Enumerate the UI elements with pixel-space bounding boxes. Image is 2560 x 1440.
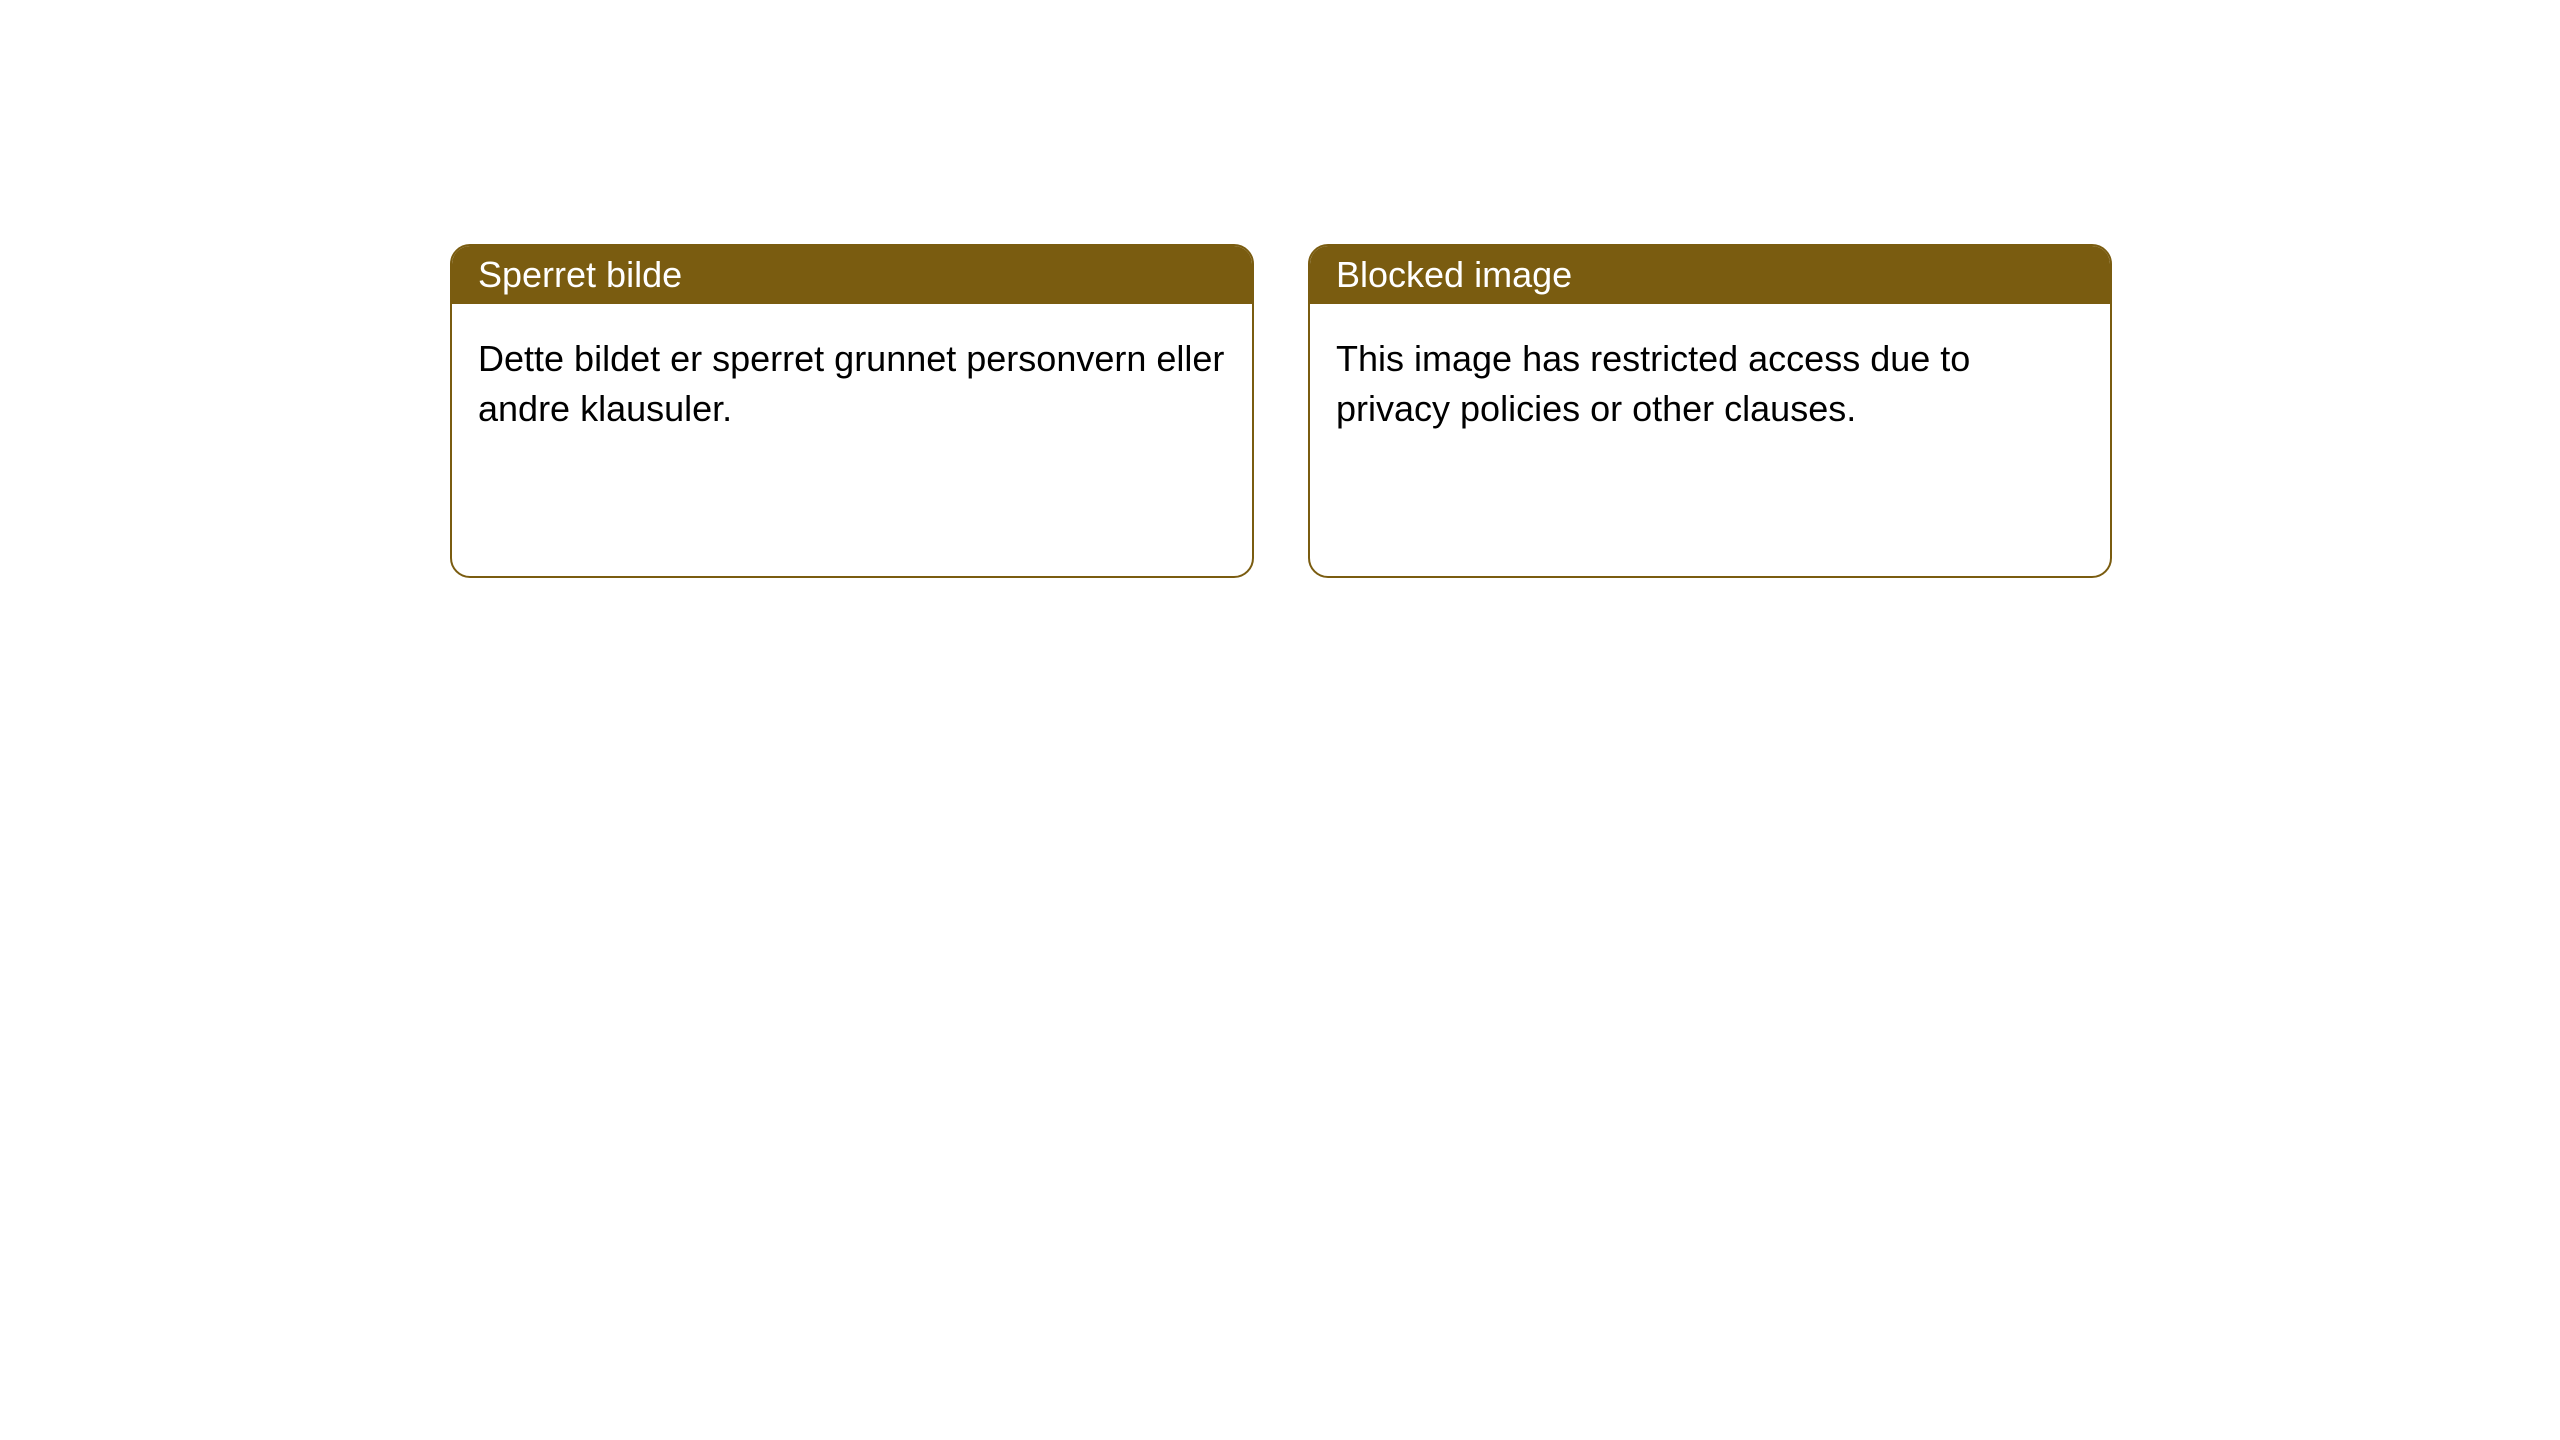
blocked-image-card-en: Blocked image This image has restricted … (1308, 244, 2112, 578)
card-header: Blocked image (1310, 246, 2110, 304)
card-header: Sperret bilde (452, 246, 1252, 304)
card-body: This image has restricted access due to … (1310, 304, 2110, 465)
card-body: Dette bildet er sperret grunnet personve… (452, 304, 1252, 465)
blocked-image-card-no: Sperret bilde Dette bildet er sperret gr… (450, 244, 1254, 578)
cards-container: Sperret bilde Dette bildet er sperret gr… (0, 0, 2560, 578)
